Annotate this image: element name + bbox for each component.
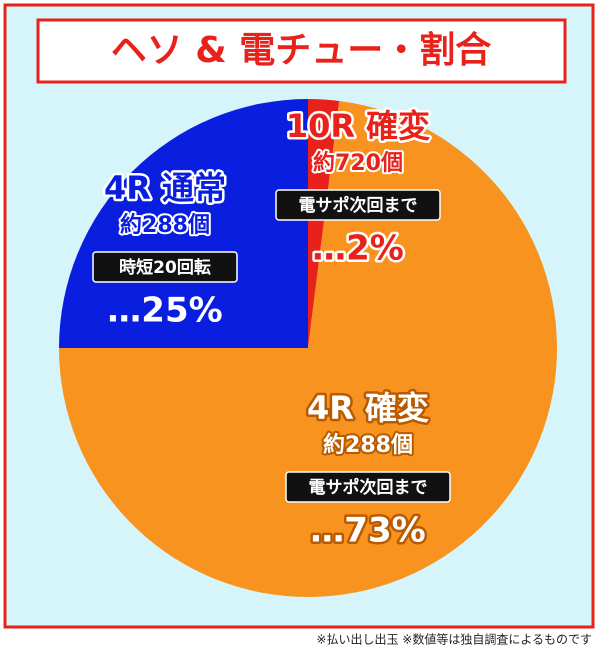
footnote: ※払い出し出玉 ※数値等は独自調査によるものです xyxy=(316,632,592,647)
slice-name: 4R 通常 xyxy=(104,169,226,207)
slice-sublabel: 約288個 xyxy=(120,212,210,238)
pie-slice xyxy=(308,99,340,348)
note-box xyxy=(275,189,441,221)
title-box xyxy=(36,18,567,84)
slice-note: 電サポ次回まで xyxy=(309,477,428,498)
note-box xyxy=(285,471,451,503)
value-label: …73% xyxy=(310,511,425,551)
slice-name: 4R 確変 xyxy=(307,389,429,427)
note-box xyxy=(92,251,238,283)
slice-note: 時短20回転 xyxy=(119,257,211,278)
value-label: …2% xyxy=(312,229,404,269)
value-label: …25% xyxy=(107,291,222,331)
pie-slice xyxy=(59,99,308,348)
chart-title: ヘソ & 電チュー・割合 xyxy=(111,30,491,71)
slice-sublabel: 約288個 xyxy=(323,432,413,458)
slice-note: 電サポ次回まで xyxy=(299,195,418,216)
slice-name: 10R 確変 xyxy=(286,107,430,145)
slice-sublabel: 約720個 xyxy=(313,150,403,176)
